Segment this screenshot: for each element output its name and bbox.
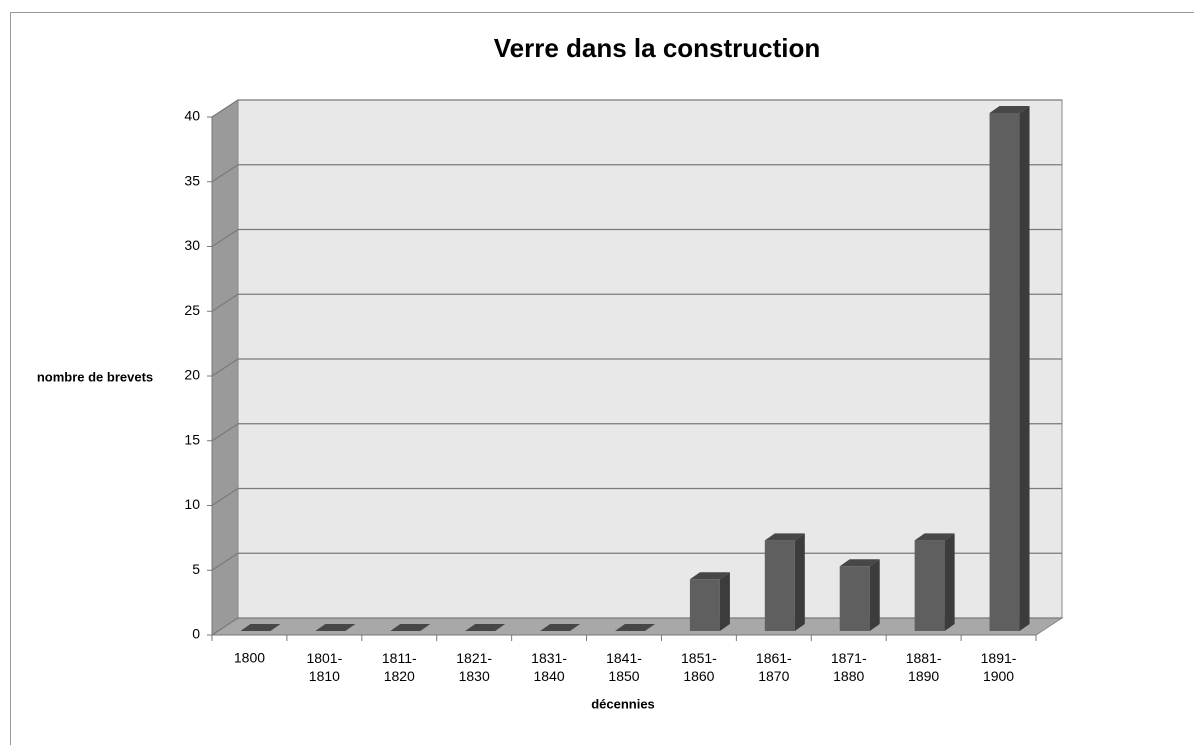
x-tick-label: 1851-1860 [681,650,717,684]
y-tick-label: 35 [184,172,200,188]
x-tick-label: 1831-1840 [531,650,567,684]
y-tick-label: 30 [184,237,200,253]
bar-top [540,624,581,631]
grid-line [211,423,1062,442]
x-tick-label: 1800 [234,650,265,666]
x-tick-label: 1881-1890 [906,650,942,684]
y-tick-label: 5 [192,561,200,577]
bar-side [944,533,955,631]
x-tick-label: 1821-1830 [456,650,492,684]
bar-top [914,533,955,541]
y-tick-label: 0 [192,626,200,642]
x-tick-label: 1861-1870 [756,650,792,684]
bar-side [869,559,880,631]
bar [540,624,581,631]
bar-side [794,533,805,631]
y-tick-label: 15 [184,431,200,447]
x-tick-label: 1841-1850 [606,650,642,684]
bar-top [390,624,431,631]
bar-front [839,566,870,631]
chart-title: Verre dans la construction [494,33,821,63]
bar-side [1019,106,1030,631]
y-tick-label: 40 [184,108,200,124]
grid-line [211,293,1062,312]
y-tick-label: 10 [184,496,200,512]
bar-side [719,572,730,631]
bar-top [764,533,805,541]
bar [989,106,1030,631]
x-tick-label: 1871-1880 [831,650,867,684]
bar-top [689,572,730,580]
bar-top [315,624,356,631]
x-axis-title: décennies [591,696,655,711]
grid-line [211,164,1062,183]
bar [390,624,431,631]
grid-line [211,99,1062,118]
bar [764,533,805,631]
bar [315,624,356,631]
grid-line [211,358,1062,377]
bar [839,559,880,631]
grid-line [211,487,1062,507]
bar-front [689,579,720,631]
bar-top [989,106,1030,113]
x-tick-label: 1811-1820 [382,650,417,684]
bar [465,624,506,631]
bar-top [615,624,655,631]
bar [615,624,655,631]
y-axis-title: nombre de brevets [37,369,153,384]
bar-top [240,624,281,631]
y-tick-label: 25 [184,302,200,318]
bar-front [764,540,795,631]
bar-top [839,559,880,567]
bar-top [465,624,506,631]
bar [240,624,281,631]
y-tick-label: 20 [184,367,200,383]
x-tick-label: 1891-1900 [981,650,1017,684]
bar [689,572,730,631]
x-tick-label: 1801-1810 [306,650,342,684]
bar [914,533,955,631]
bar-front [914,540,945,631]
bar-front [989,113,1020,631]
grid-line [211,228,1062,248]
